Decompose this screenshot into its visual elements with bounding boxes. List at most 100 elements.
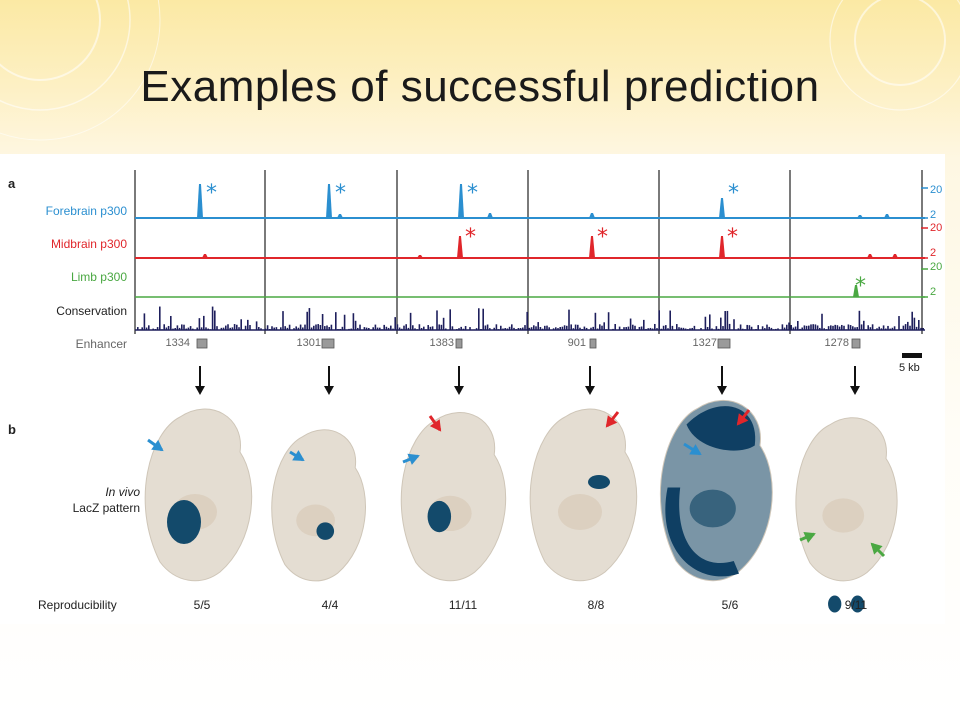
conservation-bar bbox=[724, 311, 726, 330]
conservation-bar bbox=[420, 327, 423, 330]
enhancer-box bbox=[717, 338, 731, 349]
conservation-bar bbox=[570, 324, 572, 330]
conservation-bar bbox=[266, 325, 269, 330]
conservation-bar bbox=[156, 327, 159, 330]
forebrain-minor-peak bbox=[337, 214, 343, 218]
pointer-arrow-head bbox=[689, 444, 702, 456]
conservation-bar bbox=[849, 325, 852, 330]
conservation-bar bbox=[515, 329, 517, 330]
conservation-bar bbox=[596, 328, 599, 330]
conservation-bar bbox=[409, 312, 412, 330]
conservation-bar bbox=[792, 327, 795, 330]
conservation-bar bbox=[198, 318, 201, 330]
conservation-bar bbox=[847, 324, 850, 330]
conservation-bar bbox=[682, 327, 685, 330]
conservation-bar bbox=[904, 324, 907, 330]
conservation-bar bbox=[590, 327, 592, 330]
conservation-bar bbox=[427, 325, 429, 330]
conservation-bar bbox=[790, 325, 792, 330]
conservation-bar bbox=[293, 328, 295, 330]
conservation-bar bbox=[324, 326, 326, 330]
conservation-bar bbox=[825, 329, 828, 330]
conservation-bar bbox=[889, 328, 891, 330]
conservation-bar bbox=[539, 327, 542, 330]
conservation-bar bbox=[260, 328, 262, 330]
enhancer-id: 1327 bbox=[692, 337, 717, 349]
conservation-bar bbox=[269, 329, 271, 330]
conservation-bar bbox=[517, 328, 520, 330]
conservation-bar bbox=[856, 327, 858, 330]
conservation-bar bbox=[533, 325, 535, 330]
conservation-bar bbox=[163, 324, 165, 330]
conservation-bar bbox=[350, 328, 352, 330]
conservation-bar bbox=[922, 328, 924, 330]
conservation-bar bbox=[717, 328, 720, 330]
forebrain-peak bbox=[197, 184, 203, 218]
conservation-bar bbox=[209, 329, 212, 330]
conservation-bar bbox=[383, 324, 385, 330]
track-label-limb: Limb p300 bbox=[70, 270, 127, 284]
conservation-bar bbox=[775, 328, 777, 330]
conservation-bar bbox=[658, 310, 660, 330]
conservation-bar bbox=[258, 327, 260, 330]
conservation-bar bbox=[216, 326, 218, 330]
midbrain-minor-peak bbox=[202, 254, 208, 258]
conservation-bar bbox=[893, 326, 896, 330]
conservation-bar bbox=[429, 326, 432, 330]
down-arrow-head bbox=[195, 386, 205, 395]
track-label-forebrain: Forebrain p300 bbox=[45, 204, 127, 218]
embryo-image bbox=[144, 408, 253, 582]
conservation-bar bbox=[273, 327, 275, 330]
conservation-bar bbox=[577, 324, 579, 330]
conservation-bar bbox=[865, 329, 867, 330]
conservation-bar bbox=[172, 328, 174, 330]
conservation-bar bbox=[407, 327, 410, 330]
reproducibility-label: Reproducibility bbox=[38, 598, 117, 612]
conservation-bar bbox=[372, 327, 374, 330]
pointer-arrow-head bbox=[292, 450, 305, 462]
conservation-bar bbox=[858, 310, 861, 330]
conservation-bar bbox=[678, 327, 680, 330]
down-arrow-head bbox=[454, 386, 464, 395]
conservation-bar bbox=[768, 326, 770, 330]
peak-asterisk: * bbox=[465, 225, 476, 250]
conservation-bar bbox=[511, 324, 513, 330]
conservation-bar bbox=[799, 328, 801, 330]
reproducibility-value: 11/11 bbox=[448, 598, 478, 612]
conservation-bar bbox=[442, 317, 445, 330]
conservation-bar bbox=[416, 329, 418, 330]
conservation-bar bbox=[794, 326, 797, 330]
conservation-bar bbox=[638, 326, 641, 330]
conservation-bar bbox=[552, 328, 555, 330]
conservation-bar bbox=[183, 324, 185, 330]
enhancer-id: 1383 bbox=[429, 337, 454, 349]
conservation-bar bbox=[330, 324, 333, 330]
conservation-bar bbox=[869, 327, 872, 330]
conservation-bar bbox=[907, 321, 909, 330]
embryo-stain bbox=[316, 522, 335, 540]
conservation-bar bbox=[561, 326, 564, 330]
conservation-bar bbox=[214, 310, 216, 330]
conservation-bar bbox=[508, 326, 511, 330]
conservation-bar bbox=[233, 324, 236, 330]
conservation-bar bbox=[559, 327, 561, 330]
conservation-bar bbox=[178, 327, 181, 330]
conservation-bar bbox=[885, 328, 887, 330]
embryo-shading bbox=[689, 489, 736, 528]
conservation-bar bbox=[544, 325, 546, 330]
conservation-bar bbox=[480, 328, 482, 330]
conservation-bar bbox=[313, 325, 315, 330]
forebrain-minor-peak bbox=[589, 213, 595, 218]
reproducibility-value: 9/11 bbox=[844, 598, 868, 612]
conservation-bar bbox=[605, 329, 608, 330]
conservation-bar bbox=[357, 327, 359, 330]
conservation-bar bbox=[317, 324, 319, 330]
conservation-bar bbox=[726, 310, 729, 330]
conservation-bar bbox=[706, 326, 709, 330]
conservation-bar bbox=[636, 329, 638, 330]
conservation-bar bbox=[557, 328, 559, 330]
conservation-bar bbox=[530, 327, 533, 330]
conservation-bar bbox=[634, 325, 636, 330]
conservation-bar bbox=[805, 325, 808, 330]
conservation-bar bbox=[722, 326, 724, 330]
